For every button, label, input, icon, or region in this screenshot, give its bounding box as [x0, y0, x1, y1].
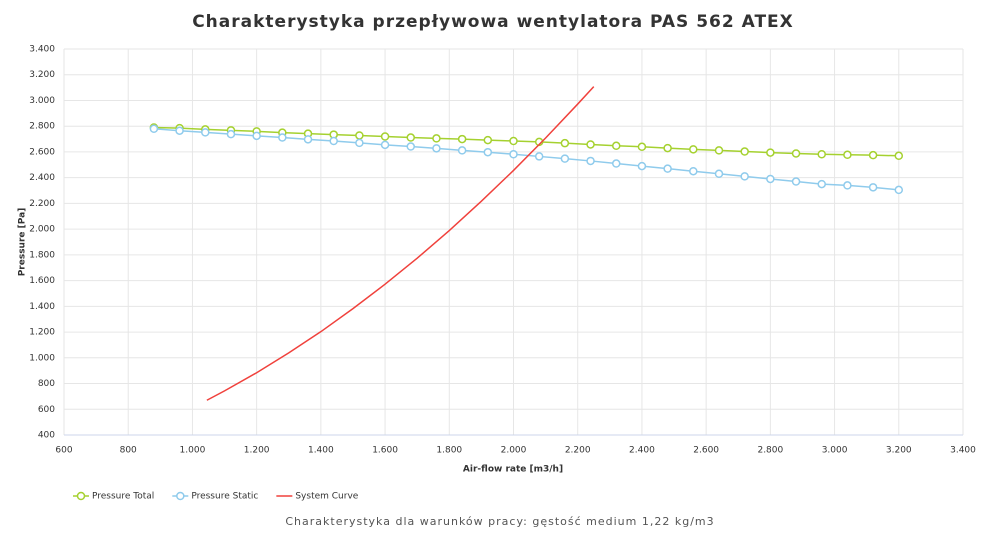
point-marker [663, 143, 672, 153]
x-tick-label: 800 [120, 446, 137, 456]
y-tick-label: 800 [38, 379, 55, 389]
x-tick-label: 2.000 [501, 446, 527, 456]
point-marker [766, 148, 775, 157]
point-marker [894, 185, 904, 195]
x-tick-label: 3.000 [822, 446, 848, 456]
x-tick-label: 3.200 [886, 446, 912, 456]
point-marker [560, 154, 570, 163]
y-tick-label: 1.400 [29, 302, 55, 312]
x-tick-label: 600 [55, 446, 72, 456]
y-tick-label: 2.600 [29, 147, 55, 157]
y-axis-label: Pressure [Pa] [18, 208, 28, 277]
point-marker [868, 183, 878, 192]
x-tick-label: 1.000 [180, 446, 206, 456]
point-marker [714, 146, 724, 155]
footnote: Charakterystyka dla warunków pracy: gęst… [285, 515, 714, 528]
point-marker [817, 149, 826, 159]
point-marker [483, 147, 493, 157]
point-marker [586, 156, 595, 166]
x-axis-label: Air-flow rate [m3/h] [463, 465, 563, 475]
point-marker [432, 134, 441, 143]
point-marker [894, 151, 904, 161]
point-marker [226, 129, 236, 139]
x-tick-label: 2.400 [629, 446, 655, 456]
x-tick-label: 1.600 [372, 446, 398, 456]
x-tick-label: 2.800 [757, 446, 783, 456]
point-marker [791, 177, 801, 186]
y-tick-label: 400 [38, 431, 55, 441]
point-marker [432, 144, 441, 153]
point-marker [380, 140, 390, 150]
point-marker [355, 131, 364, 140]
legend-label: System Curve [295, 492, 358, 502]
point-marker [509, 149, 518, 159]
point-marker [637, 161, 647, 171]
point-marker [766, 174, 775, 184]
y-tick-label: 1.600 [29, 276, 55, 286]
point-marker [380, 132, 390, 141]
point-marker [740, 147, 749, 156]
point-marker [663, 164, 672, 173]
point-marker [149, 124, 159, 134]
point-marker [406, 142, 416, 151]
point-marker [611, 159, 621, 168]
x-tick-label: 2.200 [565, 446, 591, 456]
legend-marker [76, 491, 86, 501]
x-tick-label: 3.400 [950, 446, 976, 456]
y-tick-label: 1.200 [29, 328, 55, 338]
point-marker [791, 149, 801, 158]
x-tick-label: 1.200 [244, 446, 270, 456]
point-marker [406, 133, 416, 142]
y-tick-label: 3.200 [29, 70, 55, 80]
y-tick-label: 2.200 [29, 199, 55, 209]
chart-title: Charakterystyka przepływowa wentylatora … [192, 12, 794, 32]
series-line [153, 128, 899, 191]
point-marker [560, 138, 570, 148]
y-tick-label: 1.000 [29, 353, 55, 363]
point-marker [355, 138, 364, 148]
point-marker [586, 140, 595, 149]
point-marker [457, 134, 467, 144]
point-marker [817, 179, 826, 189]
point-marker [637, 142, 647, 152]
x-tick-label: 1.400 [308, 446, 334, 456]
y-tick-label: 3.000 [29, 96, 55, 106]
legend-label: Pressure Total [92, 492, 154, 502]
x-tick-label: 2.600 [693, 446, 719, 456]
legend-label: Pressure Static [191, 492, 258, 502]
series-line [206, 86, 595, 401]
y-tick-label: 2.800 [29, 122, 55, 132]
point-marker [509, 136, 518, 146]
point-marker [278, 133, 287, 142]
y-tick-label: 3.400 [29, 45, 55, 55]
point-marker [714, 169, 724, 179]
y-tick-label: 2.000 [29, 225, 55, 235]
point-marker [534, 152, 544, 161]
point-marker [689, 145, 698, 154]
point-marker [457, 146, 467, 155]
legend-marker [176, 491, 185, 501]
y-tick-label: 600 [38, 405, 55, 415]
point-marker [303, 135, 313, 144]
x-tick-label: 1.800 [436, 446, 462, 456]
point-marker [483, 135, 493, 145]
point-marker [252, 131, 261, 141]
point-marker [329, 136, 338, 146]
y-tick-label: 2.400 [29, 173, 55, 183]
series-line [153, 126, 899, 157]
point-marker [175, 126, 184, 135]
point-marker [201, 128, 210, 137]
point-marker [868, 150, 878, 160]
point-marker [843, 150, 852, 160]
y-tick-label: 1.800 [29, 250, 55, 260]
point-marker [689, 166, 698, 176]
point-marker [843, 181, 852, 190]
point-marker [611, 141, 621, 151]
point-marker [740, 172, 749, 181]
